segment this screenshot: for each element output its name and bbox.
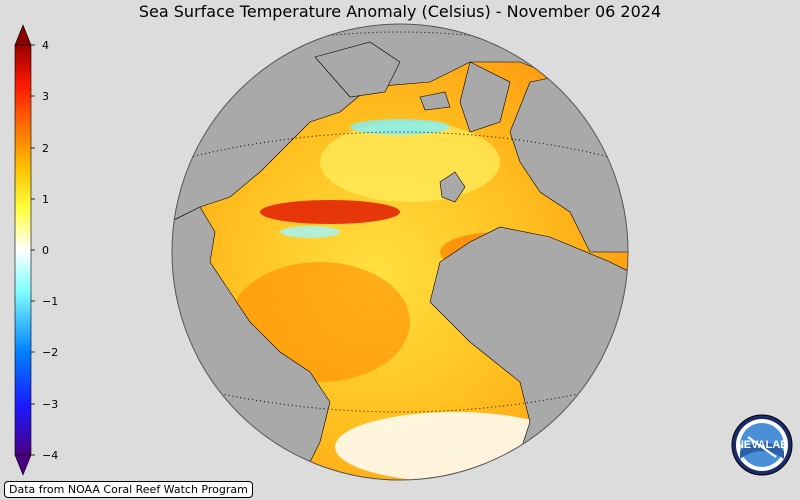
map-title: Sea Surface Temperature Anomaly (Celsius… — [138, 2, 662, 21]
colorbar-min-extend — [14, 454, 32, 476]
latitude-line — [172, 381, 628, 413]
nesdis-logo-icon: NEVALAB — [731, 414, 793, 476]
british-isles-landmass — [439, 171, 466, 203]
colorbar-max-extend — [14, 24, 32, 46]
latitude-line — [172, 131, 628, 163]
colorbar-ramp — [14, 44, 32, 456]
scandinavia-landmass — [459, 61, 511, 133]
globe-outline — [171, 23, 629, 481]
colorbar-tick-label: 1 — [42, 193, 49, 206]
logo-text: NEVALAB — [736, 439, 788, 451]
colorbar-tick-label: 4 — [42, 39, 49, 52]
cool-anomaly-patch — [350, 119, 450, 135]
iceland-landmass — [419, 91, 451, 111]
colorbar: 4 3 2 1 0 −1 −2 −3 −4 — [0, 0, 80, 500]
hot-anomaly-patch — [260, 200, 400, 224]
colorbar-tick-label: 2 — [42, 142, 49, 155]
colorbar-graphic — [14, 24, 35, 476]
colorbar-tick-label: −1 — [42, 295, 59, 308]
colorbar-tick-label: −2 — [42, 346, 59, 359]
colorbar-tick-label: 3 — [42, 90, 49, 103]
data-credit-label: Data from NOAA Coral Reef Watch Program — [4, 481, 253, 498]
colorbar-tick-label: −4 — [42, 449, 59, 462]
cool-anomaly-patch — [280, 226, 340, 238]
greenland-landmass — [314, 41, 401, 98]
colorbar-tick-label: −3 — [42, 398, 59, 411]
globe-map[interactable] — [170, 22, 630, 482]
colorbar-tick-label: 0 — [42, 244, 49, 257]
